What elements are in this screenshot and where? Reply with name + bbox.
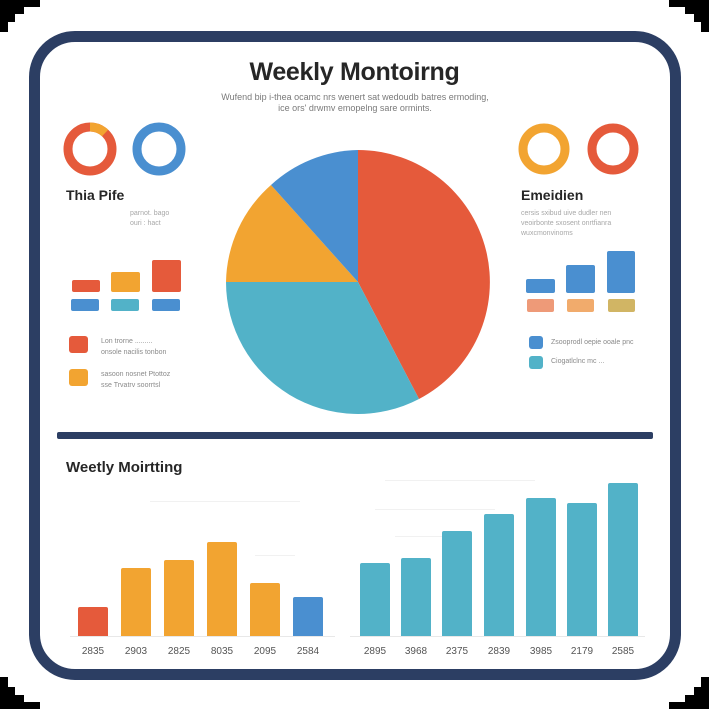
bar-3[interactable] bbox=[484, 514, 514, 636]
legend-line: onsole nacilis tonbon bbox=[101, 349, 167, 356]
corner-decoration bbox=[669, 669, 709, 709]
corner-decoration bbox=[0, 0, 40, 40]
bar-1[interactable] bbox=[401, 558, 431, 636]
mini-bar bbox=[526, 279, 555, 293]
legend-line: sasoon nosnet Ptottoz bbox=[101, 371, 171, 378]
gridline bbox=[150, 501, 300, 502]
donut-chart-left-2[interactable] bbox=[131, 121, 187, 177]
section-title: Weetly Moirtting bbox=[66, 459, 183, 476]
x-tick-label: 2375 bbox=[445, 646, 469, 657]
x-tick-label: 2095 bbox=[253, 646, 277, 657]
bar-4[interactable] bbox=[526, 498, 556, 636]
right-panel-title: Emeidien bbox=[521, 187, 584, 203]
bar-5[interactable] bbox=[293, 597, 323, 636]
pie-slice-orange bbox=[226, 185, 358, 282]
bar-1[interactable] bbox=[121, 568, 151, 636]
mini-bar bbox=[111, 299, 139, 311]
donut-chart-left-1[interactable] bbox=[62, 121, 118, 177]
x-tick-label: 3968 bbox=[404, 646, 428, 657]
legend-line: sse Trvatrv soorrtsl bbox=[101, 382, 161, 389]
legend-label: sasoon nosnet Ptottoz sse Trvatrv soorrt… bbox=[101, 369, 170, 391]
panel-text-line: veoirbonte sxosent onrtfianra bbox=[521, 220, 612, 227]
legend-label: Ciogatlclnc mc ... bbox=[551, 358, 605, 365]
pie-slice-blue bbox=[271, 150, 358, 282]
corner-decoration bbox=[0, 669, 40, 709]
pie-slice-red bbox=[358, 150, 490, 399]
panel-text-line: ouri : hact bbox=[130, 220, 161, 227]
x-tick-label: 3985 bbox=[529, 646, 553, 657]
legend-swatch-blue bbox=[529, 336, 543, 349]
main-pie-chart[interactable] bbox=[225, 148, 493, 416]
mini-bar bbox=[72, 280, 100, 292]
mini-bar bbox=[111, 272, 140, 292]
chart-baseline bbox=[350, 636, 645, 637]
page-title: Weekly Montoirng bbox=[249, 58, 460, 86]
bar-3[interactable] bbox=[207, 542, 237, 636]
legend-swatch-teal bbox=[529, 356, 543, 369]
bar-4[interactable] bbox=[250, 583, 280, 636]
panel-text-line: cersis sxibud uive dudler nen bbox=[521, 210, 612, 217]
left-panel-text: parnot. bago ouri : hact bbox=[130, 209, 169, 229]
panel-text-line: wuxcmonvinoms bbox=[521, 230, 573, 237]
x-tick-label: 2835 bbox=[81, 646, 105, 657]
donut-chart-right-1[interactable] bbox=[516, 121, 572, 177]
chart-baseline bbox=[70, 636, 335, 637]
x-tick-label: 2903 bbox=[124, 646, 148, 657]
donut-chart-right-2[interactable] bbox=[585, 121, 641, 177]
section-divider bbox=[57, 432, 653, 439]
gridline bbox=[255, 555, 295, 556]
bar-2[interactable] bbox=[442, 531, 472, 636]
x-tick-label: 2584 bbox=[296, 646, 320, 657]
legend-line: Lon trorne ......... bbox=[101, 338, 153, 345]
right-panel-text: cersis sxibud uive dudler nen veoirbonte… bbox=[521, 209, 611, 239]
x-tick-label: 8035 bbox=[210, 646, 234, 657]
x-tick-label: 2895 bbox=[363, 646, 387, 657]
mini-bar bbox=[71, 299, 99, 311]
mini-bar bbox=[152, 299, 180, 311]
x-tick-label: 2179 bbox=[570, 646, 594, 657]
x-tick-label: 2825 bbox=[167, 646, 191, 657]
subtitle-line: Wufend bip i-thea ocamc nrs wenert sat w… bbox=[221, 92, 489, 102]
bar-5[interactable] bbox=[567, 503, 597, 636]
corner-decoration bbox=[669, 0, 709, 40]
legend-swatch-orange bbox=[69, 369, 88, 386]
panel-text-line: parnot. bago bbox=[130, 210, 170, 217]
pie-slice-teal bbox=[226, 282, 419, 414]
legend-label: Zsooprodl oepie ooale pnc bbox=[551, 339, 634, 346]
bar-0[interactable] bbox=[360, 563, 390, 636]
bar-2[interactable] bbox=[164, 560, 194, 636]
gridline bbox=[385, 480, 535, 481]
gridline bbox=[395, 536, 445, 537]
legend-label: Lon trorne ......... onsole nacilis tonb… bbox=[101, 336, 166, 358]
legend-swatch-red bbox=[69, 336, 88, 353]
mini-bar bbox=[152, 260, 181, 292]
mini-bar bbox=[608, 299, 635, 312]
mini-bar bbox=[566, 265, 595, 293]
left-panel-title: Thia Pife bbox=[66, 187, 125, 203]
page-subtitle: Wufend bip i-thea ocamc nrs wenert sat w… bbox=[190, 92, 520, 114]
bar-0[interactable] bbox=[78, 607, 108, 636]
x-tick-label: 2839 bbox=[487, 646, 511, 657]
bar-6[interactable] bbox=[608, 483, 638, 636]
x-tick-label: 2585 bbox=[611, 646, 635, 657]
mini-bar bbox=[567, 299, 594, 312]
gridline bbox=[375, 509, 495, 510]
mini-bar bbox=[527, 299, 554, 312]
subtitle-line: ice ors' drwmv emopelng sare ormints. bbox=[278, 103, 432, 113]
mini-bar bbox=[607, 251, 635, 293]
